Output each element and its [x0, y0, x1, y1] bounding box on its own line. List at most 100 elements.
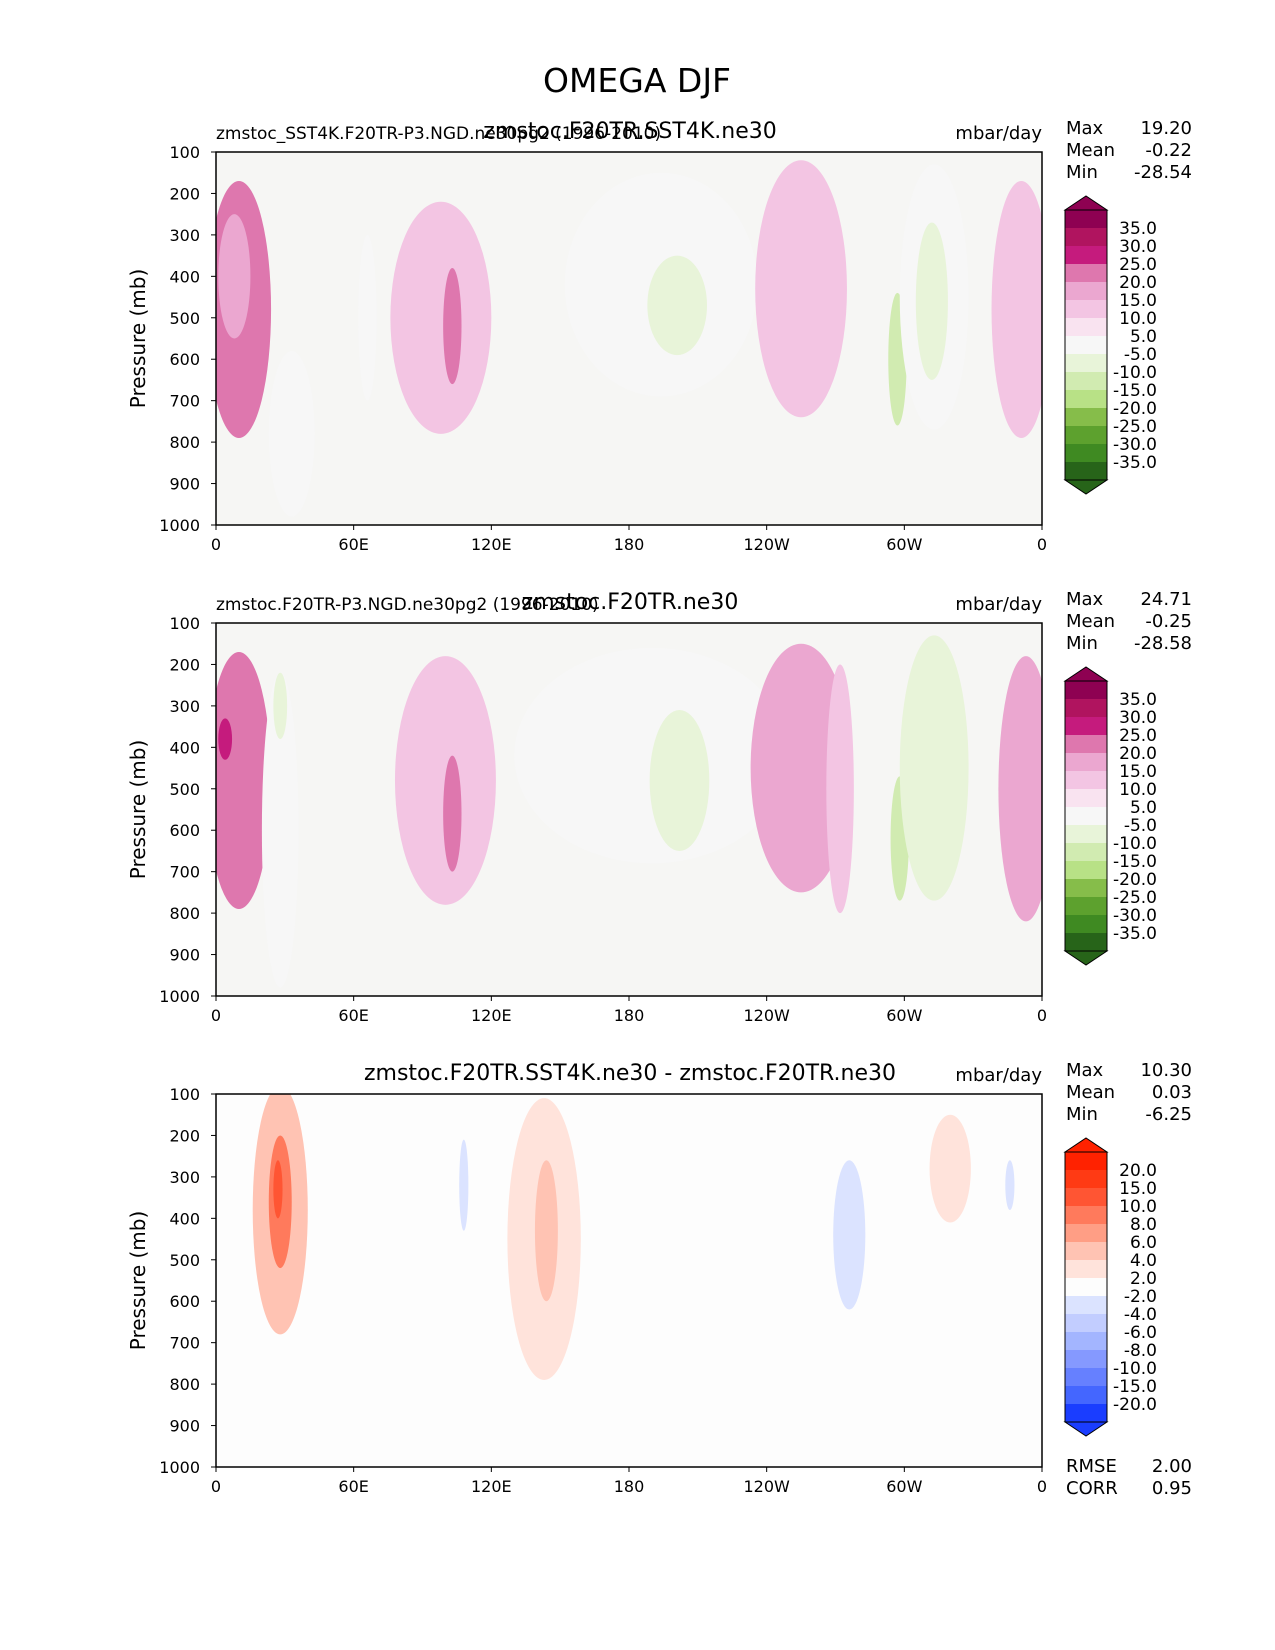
y-axis-label: Pressure (mb) — [126, 1211, 150, 1351]
colorbar-tick-label: -2.0 — [1124, 1287, 1157, 1307]
stat-label: Max — [1066, 118, 1104, 139]
y-tick-label: 300 — [169, 1168, 200, 1187]
colorbar-segment — [1065, 318, 1107, 336]
contour-field — [252, 1094, 1036, 1418]
colorbar-tick-label: 20.0 — [1119, 744, 1157, 764]
contour-region — [216, 652, 272, 909]
contour-region — [218, 214, 251, 339]
colorbar-tick-label: 20.0 — [1119, 1161, 1157, 1181]
colorbar-tick-label: -4.0 — [1124, 1305, 1157, 1325]
colorbar-segment — [1065, 1404, 1107, 1422]
contour-region — [899, 635, 969, 901]
colorbar-segment — [1065, 843, 1107, 861]
stat-value: -0.25 — [1145, 611, 1192, 632]
y-axis-label: Pressure (mb) — [126, 269, 150, 409]
colorbar-segment — [1065, 897, 1107, 915]
y-tick-label: 400 — [169, 1209, 200, 1228]
colorbar-tick-label: -25.0 — [1113, 417, 1157, 437]
y-tick-label: 800 — [169, 1375, 200, 1394]
colorbar-extend-top — [1063, 195, 1109, 211]
colorbar-segment — [1065, 1386, 1107, 1404]
y-tick-label: 300 — [169, 697, 200, 716]
colorbar-tick-label: 25.0 — [1119, 726, 1157, 746]
colorbar-frame — [1064, 209, 1108, 481]
colorbar: 35.030.025.020.015.010.05.0-5.0-10.0-15.… — [1063, 195, 1157, 495]
y-tick-label: 700 — [169, 1334, 200, 1353]
colorbar-tick-label: -10.0 — [1113, 363, 1157, 383]
colorbar-segment — [1065, 408, 1107, 426]
colorbar-segment — [1065, 1296, 1107, 1314]
colorbar-tick-label: 15.0 — [1119, 1179, 1157, 1199]
x-tick-label: 120E — [471, 1477, 512, 1496]
colorbar-tick-label: 25.0 — [1119, 255, 1157, 275]
colorbar-tick-label: 4.0 — [1130, 1251, 1157, 1271]
units-label: mbar/day — [955, 1065, 1042, 1086]
colorbar: 20.015.010.08.06.04.02.0-2.0-4.0-6.0-8.0… — [1063, 1137, 1157, 1437]
y-axis-label: Pressure (mb) — [126, 740, 150, 880]
stat-value: 19.20 — [1140, 118, 1192, 139]
colorbar-tick-label: -20.0 — [1113, 870, 1157, 890]
y-tick-label: 400 — [169, 738, 200, 757]
stat-value: -28.58 — [1134, 633, 1192, 654]
colorbar-segment — [1065, 1314, 1107, 1332]
colorbar-segment — [1065, 444, 1107, 462]
stat-value: -0.22 — [1145, 140, 1192, 161]
contour-region — [459, 1139, 469, 1231]
y-tick-label: 700 — [169, 863, 200, 882]
colorbar-tick-label: -30.0 — [1113, 906, 1157, 926]
x-tick-label: 60W — [886, 535, 922, 554]
panel-difference: 100 200 300 400 500 600 700 800 900 1000 0 60E 120E 1… — [126, 1060, 1192, 1499]
x-tick-label: 120W — [743, 1006, 790, 1025]
colorbar-segment — [1065, 681, 1107, 699]
colorbar-tick-label: -15.0 — [1113, 381, 1157, 401]
colorbar-frame — [1064, 680, 1108, 952]
colorbar-segment — [1065, 1278, 1107, 1296]
colorbar-tick-label: 8.0 — [1130, 1215, 1157, 1235]
colorbar-tick-label: 35.0 — [1119, 690, 1157, 710]
x-tick-label: 0 — [1037, 1477, 1047, 1496]
colorbar-segment — [1065, 861, 1107, 879]
x-tick-label: 60W — [886, 1477, 922, 1496]
colorbar-segment — [1065, 771, 1107, 789]
colorbar-segment — [1065, 1170, 1107, 1188]
stat-label: Mean — [1066, 1082, 1115, 1103]
stat-label: Max — [1066, 1060, 1104, 1081]
plot-background — [216, 1094, 1042, 1467]
colorbar-tick-label: 10.0 — [1119, 1197, 1157, 1217]
colorbar-segment — [1065, 264, 1107, 282]
colorbar-tick-label: 15.0 — [1119, 291, 1157, 311]
summary-stat-label: CORR — [1066, 1478, 1118, 1499]
contour-region — [915, 222, 948, 380]
colorbar-tick-label: -6.0 — [1124, 1323, 1157, 1343]
colorbar-segment — [1065, 246, 1107, 264]
contour-region — [991, 181, 1042, 438]
x-tick-label: 60E — [338, 535, 368, 554]
y-tick-label: 200 — [169, 184, 200, 203]
colorbar-segment — [1065, 699, 1107, 717]
colorbar-extend-bottom — [1063, 1421, 1109, 1437]
colorbar-extend-bottom — [1063, 950, 1109, 966]
colorbar-tick-label: -35.0 — [1113, 453, 1157, 473]
stat-value: -6.25 — [1145, 1104, 1192, 1125]
colorbar-tick-label: 10.0 — [1119, 780, 1157, 800]
x-tick-label: 0 — [1037, 535, 1047, 554]
x-tick-label: 60W — [886, 1006, 922, 1025]
colorbar-segment — [1065, 753, 1107, 771]
colorbar-segment — [1065, 1152, 1107, 1170]
stat-label: Min — [1066, 162, 1098, 183]
contour-region — [833, 1160, 866, 1310]
colorbar-segment — [1065, 825, 1107, 843]
colorbar-tick-label: -10.0 — [1113, 1359, 1157, 1379]
colorbar-segment — [1065, 879, 1107, 897]
contour-region — [750, 643, 852, 893]
colorbar-tick-label: -15.0 — [1113, 852, 1157, 872]
panel-reference: 100 200 300 400 500 600 700 800 900 1000 0 60E 120E 1… — [126, 589, 1192, 1025]
colorbar-segment — [1065, 717, 1107, 735]
y-tick-label: 200 — [169, 655, 200, 674]
colorbar-tick-label: -20.0 — [1113, 399, 1157, 419]
colorbar-segment — [1065, 1242, 1107, 1260]
colorbar-tick-label: 20.0 — [1119, 273, 1157, 293]
colorbar-tick-label: 6.0 — [1130, 1233, 1157, 1253]
y-tick-label: 600 — [169, 821, 200, 840]
contour-region — [826, 664, 854, 914]
